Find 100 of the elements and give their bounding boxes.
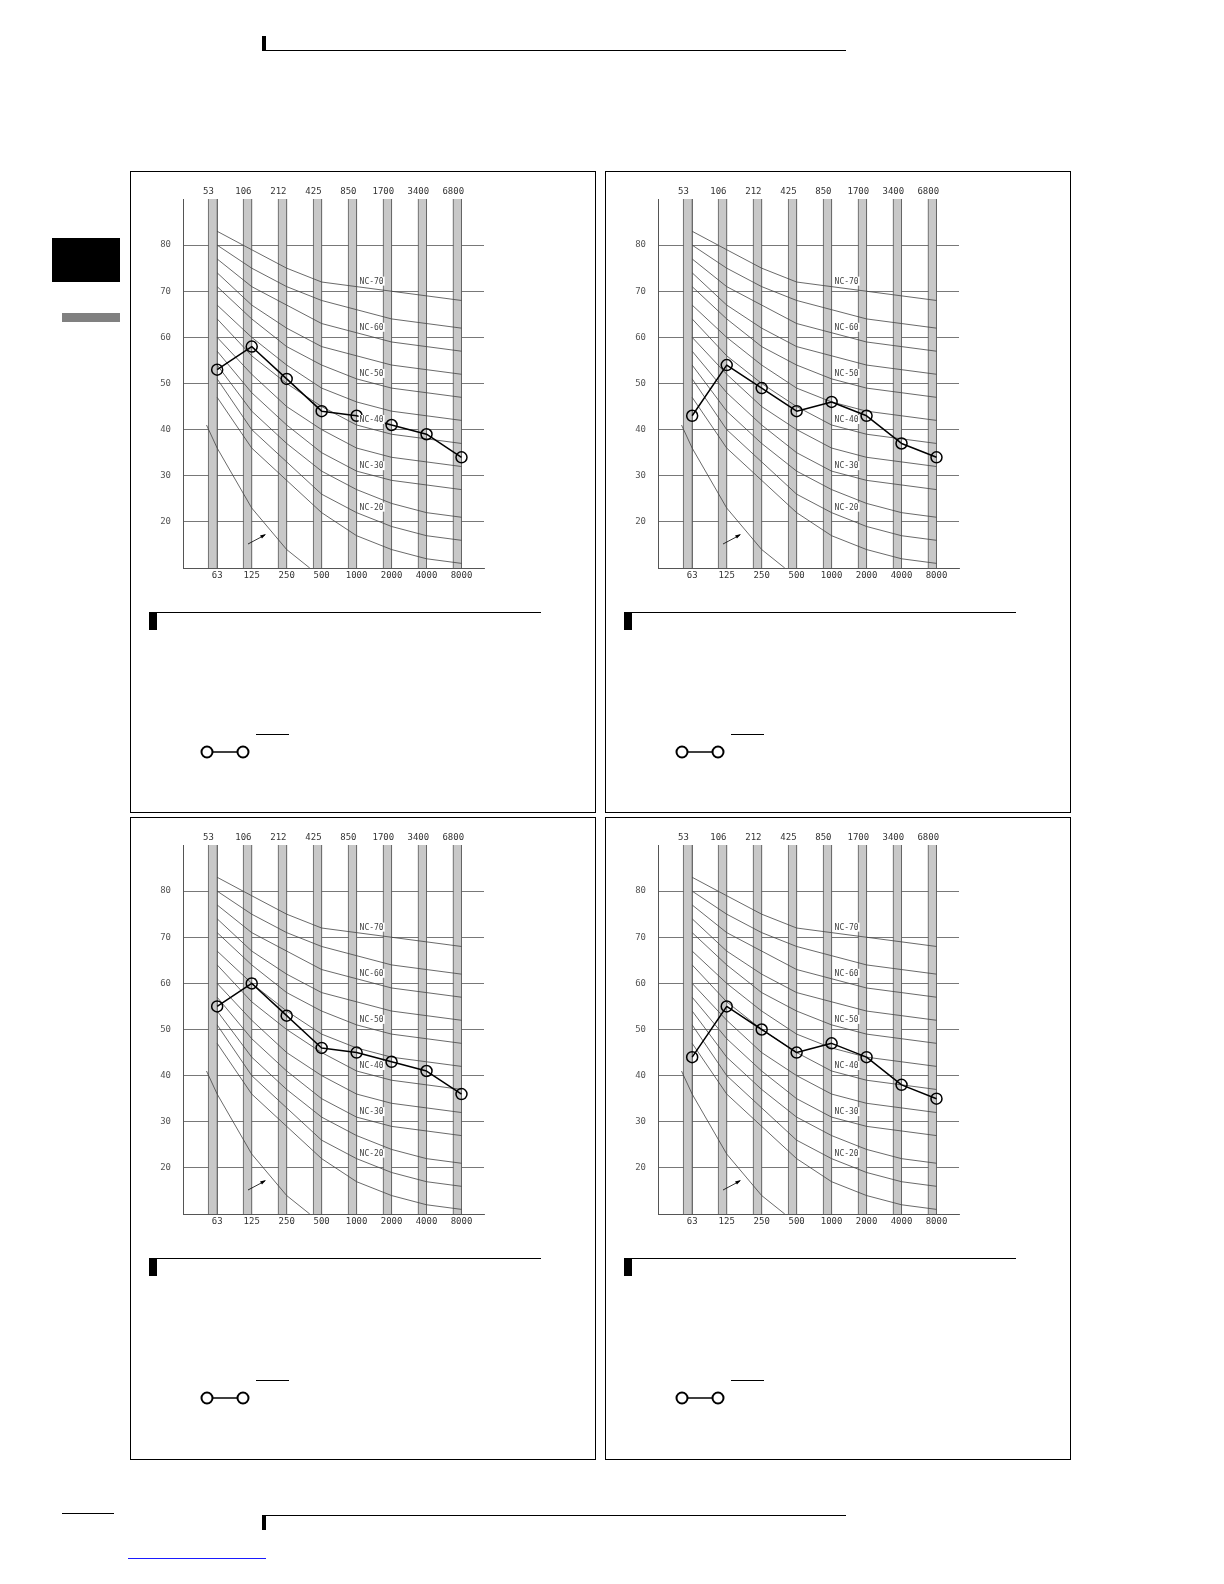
y-tick-label: 80 (160, 885, 171, 896)
point (895, 1078, 908, 1092)
point (860, 1050, 873, 1064)
series-label: NC-60 (359, 968, 384, 978)
series-label: NC-40 (359, 415, 384, 425)
point (895, 437, 908, 450)
series-label: NC-20 (834, 1148, 859, 1158)
point (790, 404, 803, 418)
series-label: NC-30 (834, 461, 859, 471)
y-tick-label: 80 (635, 885, 646, 896)
band-label: 425 (305, 185, 322, 196)
x-tick-label: 1000 (345, 569, 368, 580)
y-tick-label: 70 (160, 285, 171, 296)
y-tick-label: 70 (635, 285, 646, 296)
y-tick-label: 50 (160, 377, 171, 388)
series-label: NC-40 (359, 1061, 384, 1071)
series-label: NC-70 (834, 922, 859, 932)
x-tick-label: 1000 (345, 1215, 368, 1226)
series-label: NC-20 (359, 1148, 384, 1158)
band-label: 425 (780, 185, 797, 196)
x-tick-label: 4000 (890, 1215, 913, 1226)
band-label: 106 (235, 831, 252, 842)
band-label: 6800 (442, 185, 465, 196)
series-label: NC-70 (834, 276, 859, 286)
series-label: NC-60 (834, 968, 859, 978)
point (210, 1000, 224, 1013)
x-tick-label: 500 (788, 569, 805, 580)
y-tick-label: 30 (635, 470, 646, 481)
series-label: NC-20 (359, 502, 384, 512)
series-label: NC-30 (834, 1107, 859, 1117)
y-tick-label: 40 (635, 423, 646, 434)
x-tick-label: 1000 (820, 569, 843, 580)
x-tick-label: 8000 (450, 1215, 473, 1226)
y-tick-label: 50 (160, 1023, 171, 1034)
point (685, 1050, 699, 1064)
y-tick-label: 50 (635, 377, 646, 388)
point (210, 363, 224, 376)
point (245, 340, 258, 353)
series-label: NC-30 (359, 1107, 384, 1117)
y-tick-label: 50 (635, 1023, 646, 1034)
band-label: 1700 (372, 185, 395, 196)
point (860, 409, 873, 423)
x-tick-label: 4000 (415, 569, 438, 580)
x-tick-label: 2000 (380, 1215, 403, 1226)
point (420, 1064, 433, 1078)
x-tick-label: 8000 (925, 1215, 948, 1226)
point (455, 1087, 468, 1101)
y-tick-label: 80 (160, 239, 171, 250)
point (755, 1023, 768, 1036)
band-label: 6800 (917, 185, 940, 196)
point (385, 1055, 398, 1069)
x-tick-label: 125 (718, 569, 735, 580)
y-tick-label: 20 (160, 516, 171, 527)
band-label: 212 (270, 185, 287, 196)
point (315, 404, 328, 418)
point (420, 427, 433, 441)
x-tick-label: 250 (278, 1215, 295, 1226)
band-label: 53 (203, 185, 214, 196)
band-label: 3400 (407, 185, 430, 196)
series-label: NC-70 (359, 276, 384, 286)
band-label: 3400 (882, 831, 905, 842)
x-tick-label: 125 (243, 1215, 260, 1226)
band-label: 425 (780, 831, 797, 842)
band-label: 212 (745, 185, 762, 196)
series-label: NC-50 (359, 1014, 384, 1024)
point (280, 1009, 293, 1022)
series-label: NC-60 (834, 322, 859, 332)
band-label: 53 (678, 185, 689, 196)
y-tick-label: 70 (160, 931, 171, 942)
band-label: 53 (203, 831, 214, 842)
band-label: 3400 (882, 185, 905, 196)
point (720, 358, 733, 372)
x-tick-label: 500 (788, 1215, 805, 1226)
y-tick-label: 20 (160, 1162, 171, 1173)
point (755, 381, 768, 395)
y-tick-label: 60 (160, 977, 171, 988)
y-tick-label: 40 (635, 1069, 646, 1080)
x-tick-label: 4000 (415, 1215, 438, 1226)
point (245, 977, 258, 990)
series-label: NC-60 (359, 322, 384, 332)
band-label: 3400 (407, 831, 430, 842)
y-tick-label: 40 (160, 423, 171, 434)
x-tick-label: 63 (211, 1215, 223, 1226)
x-tick-label: 2000 (380, 569, 403, 580)
y-tick-label: 30 (160, 1116, 171, 1127)
y-tick-label: 20 (635, 1162, 646, 1173)
series-label: NC-70 (359, 922, 384, 932)
point (930, 451, 943, 464)
series-label: NC-20 (834, 502, 859, 512)
band-label: 6800 (917, 831, 940, 842)
band-label: 53 (678, 831, 689, 842)
point (350, 1046, 363, 1059)
point (315, 1041, 328, 1055)
point (685, 409, 699, 423)
x-tick-label: 250 (278, 569, 295, 580)
band-label: 212 (270, 831, 287, 842)
y-tick-label: 30 (635, 1116, 646, 1127)
band-label: 1700 (847, 831, 870, 842)
band-label: 106 (710, 185, 727, 196)
y-tick-label: 60 (160, 331, 171, 342)
